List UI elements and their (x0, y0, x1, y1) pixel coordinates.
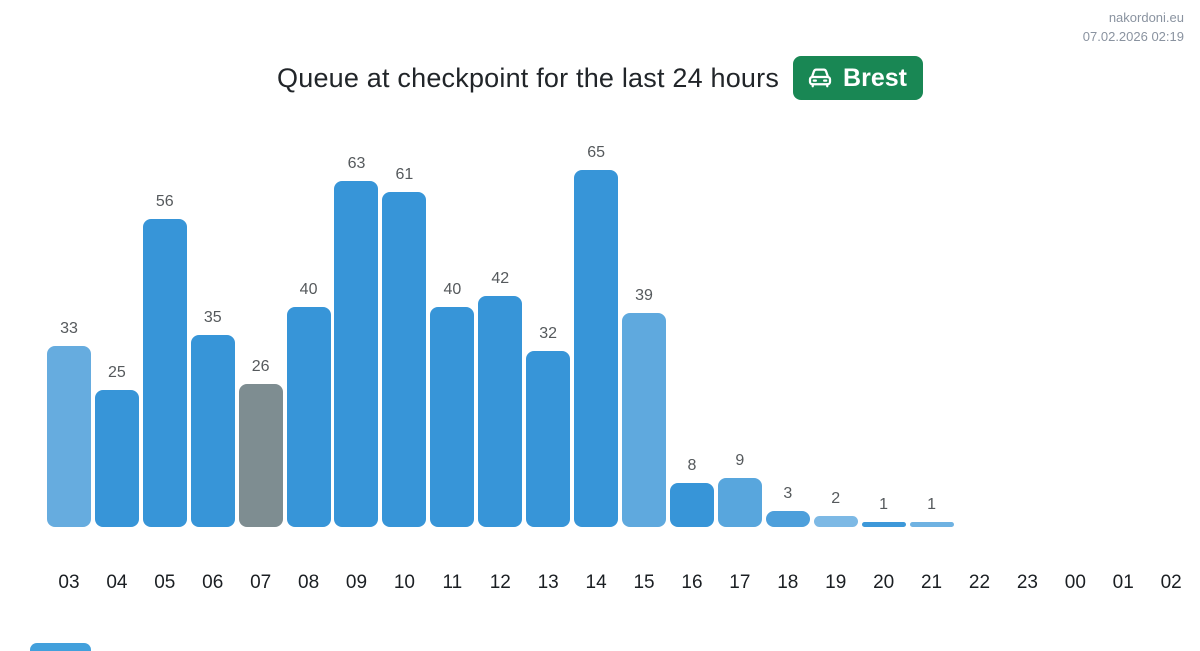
bar-slot-12: 42 12 (476, 140, 524, 592)
checkpoint-badge-label: Brest (843, 63, 907, 92)
bar-slot-09: 63 09 (333, 140, 381, 592)
x-axis-label-08: 08 (298, 572, 320, 593)
queue-bar-15[interactable] (622, 313, 667, 527)
bar-value-label: 61 (395, 166, 414, 183)
queue-bar-20[interactable] (861, 522, 906, 527)
queue-bar-17[interactable] (717, 478, 762, 527)
bar-slot-11: 40 11 (428, 140, 476, 592)
bar-value-label: 3 (783, 485, 793, 502)
bar-slot-08: 40 08 (285, 140, 333, 592)
bar-slot-16: 8 16 (668, 140, 716, 592)
queue-bar-13[interactable] (526, 351, 571, 527)
page-title: Queue at checkpoint for the last 24 hour… (277, 62, 780, 93)
bar-slot-01: 01 (1099, 140, 1147, 592)
chart-header: Queue at checkpoint for the last 24 hour… (0, 56, 1200, 100)
bar-slot-10: 61 10 (380, 140, 428, 592)
x-axis-label-07: 07 (250, 572, 272, 593)
x-axis-label-05: 05 (154, 572, 176, 593)
bar-value-label: 1 (927, 496, 936, 513)
x-axis-label-17: 17 (729, 572, 751, 593)
x-axis-label-14: 14 (585, 572, 607, 593)
x-axis-label-18: 18 (777, 572, 799, 593)
bar-slot-05: 56 05 (141, 140, 189, 592)
queue-bar-19[interactable] (813, 516, 858, 527)
queue-bar-05[interactable] (142, 219, 187, 527)
bar-value-label: 42 (491, 270, 510, 287)
x-axis-label-09: 09 (345, 572, 368, 593)
x-axis-label-02: 02 (1160, 572, 1182, 593)
bar-slot-00: 00 (1051, 140, 1099, 592)
watermark: nakordoni.eu 07.02.2026 02:19 (1083, 9, 1184, 47)
bar-value-label: 65 (587, 144, 605, 161)
queue-bar-08[interactable] (286, 307, 331, 527)
bar-value-label: 33 (60, 320, 78, 337)
bar-value-label: 40 (443, 281, 462, 298)
x-axis-label-22: 22 (968, 572, 991, 593)
bar-slot-21: 1 21 (908, 140, 956, 592)
bar-slot-13: 32 13 (524, 140, 572, 592)
bar-slot-15: 39 15 (620, 140, 668, 592)
x-axis-label-23: 23 (1016, 572, 1038, 593)
bar-value-label: 40 (299, 281, 318, 298)
queue-bar-12[interactable] (478, 296, 523, 527)
queue-bar-07[interactable] (238, 384, 283, 527)
bar-slot-07: 26 07 (237, 140, 285, 592)
bar-slot-23: 23 (1003, 140, 1051, 592)
x-axis-label-15: 15 (633, 572, 655, 593)
queue-bar-chart: 33 03 25 04 56 05 35 06 26 07 40 08 63 09 61 10 40 11 42 12… (45, 140, 1195, 592)
bar-slot-19: 2 19 (812, 140, 860, 592)
bar-value-label: 1 (879, 496, 889, 513)
queue-bar-21[interactable] (909, 522, 954, 527)
bar-slot-02: 02 (1147, 140, 1195, 592)
x-axis-label-12: 12 (489, 572, 511, 593)
bar-value-label: 9 (735, 452, 745, 469)
queue-bar-10[interactable] (382, 192, 427, 527)
x-axis-label-13: 13 (537, 572, 559, 593)
x-axis-label-10: 10 (393, 572, 415, 593)
bar-value-label: 35 (203, 309, 222, 326)
x-axis-label-11: 11 (442, 572, 463, 593)
bar-slot-03: 33 03 (45, 140, 93, 592)
next-chart-bar-partial (30, 643, 91, 651)
x-axis-label-01: 01 (1112, 572, 1134, 593)
x-axis-label-06: 06 (202, 572, 224, 593)
queue-bar-11[interactable] (430, 307, 475, 527)
x-axis-label-20: 20 (873, 572, 895, 593)
checkpoint-badge: Brest (793, 56, 923, 100)
queue-bar-09[interactable] (334, 181, 379, 527)
x-axis-label-03: 03 (58, 572, 80, 593)
queue-bar-04[interactable] (94, 390, 139, 527)
queue-bar-06[interactable] (190, 335, 235, 527)
bar-value-label: 25 (107, 364, 126, 381)
bar-slot-22: 22 (956, 140, 1004, 592)
queue-bar-18[interactable] (765, 511, 810, 527)
bar-slot-20: 1 20 (860, 140, 908, 592)
bar-value-label: 26 (251, 358, 270, 375)
watermark-site: nakordoni.eu (1108, 10, 1184, 25)
bar-slot-04: 25 04 (93, 140, 141, 592)
queue-bar-03[interactable] (46, 346, 91, 527)
bar-slot-14: 65 14 (572, 140, 620, 592)
bar-value-label: 32 (539, 325, 558, 342)
bar-slot-18: 3 18 (764, 140, 812, 592)
queue-bar-14[interactable] (574, 170, 619, 527)
bar-value-label: 8 (687, 457, 697, 474)
x-axis-label-19: 19 (825, 572, 847, 593)
x-axis-label-16: 16 (681, 572, 703, 593)
car-front-icon (805, 63, 835, 93)
bar-slot-06: 35 06 (189, 140, 237, 592)
bar-value-label: 2 (831, 490, 841, 507)
queue-bar-16[interactable] (669, 483, 714, 527)
bar-slot-17: 9 17 (716, 140, 764, 592)
bar-value-label: 63 (347, 155, 366, 172)
x-axis-label-21: 21 (920, 572, 943, 593)
watermark-datetime: 07.02.2026 02:19 (1082, 28, 1184, 44)
bar-value-label: 39 (635, 287, 653, 304)
x-axis-label-04: 04 (106, 572, 128, 593)
bar-value-label: 56 (155, 193, 174, 210)
x-axis-label-00: 00 (1064, 572, 1086, 593)
